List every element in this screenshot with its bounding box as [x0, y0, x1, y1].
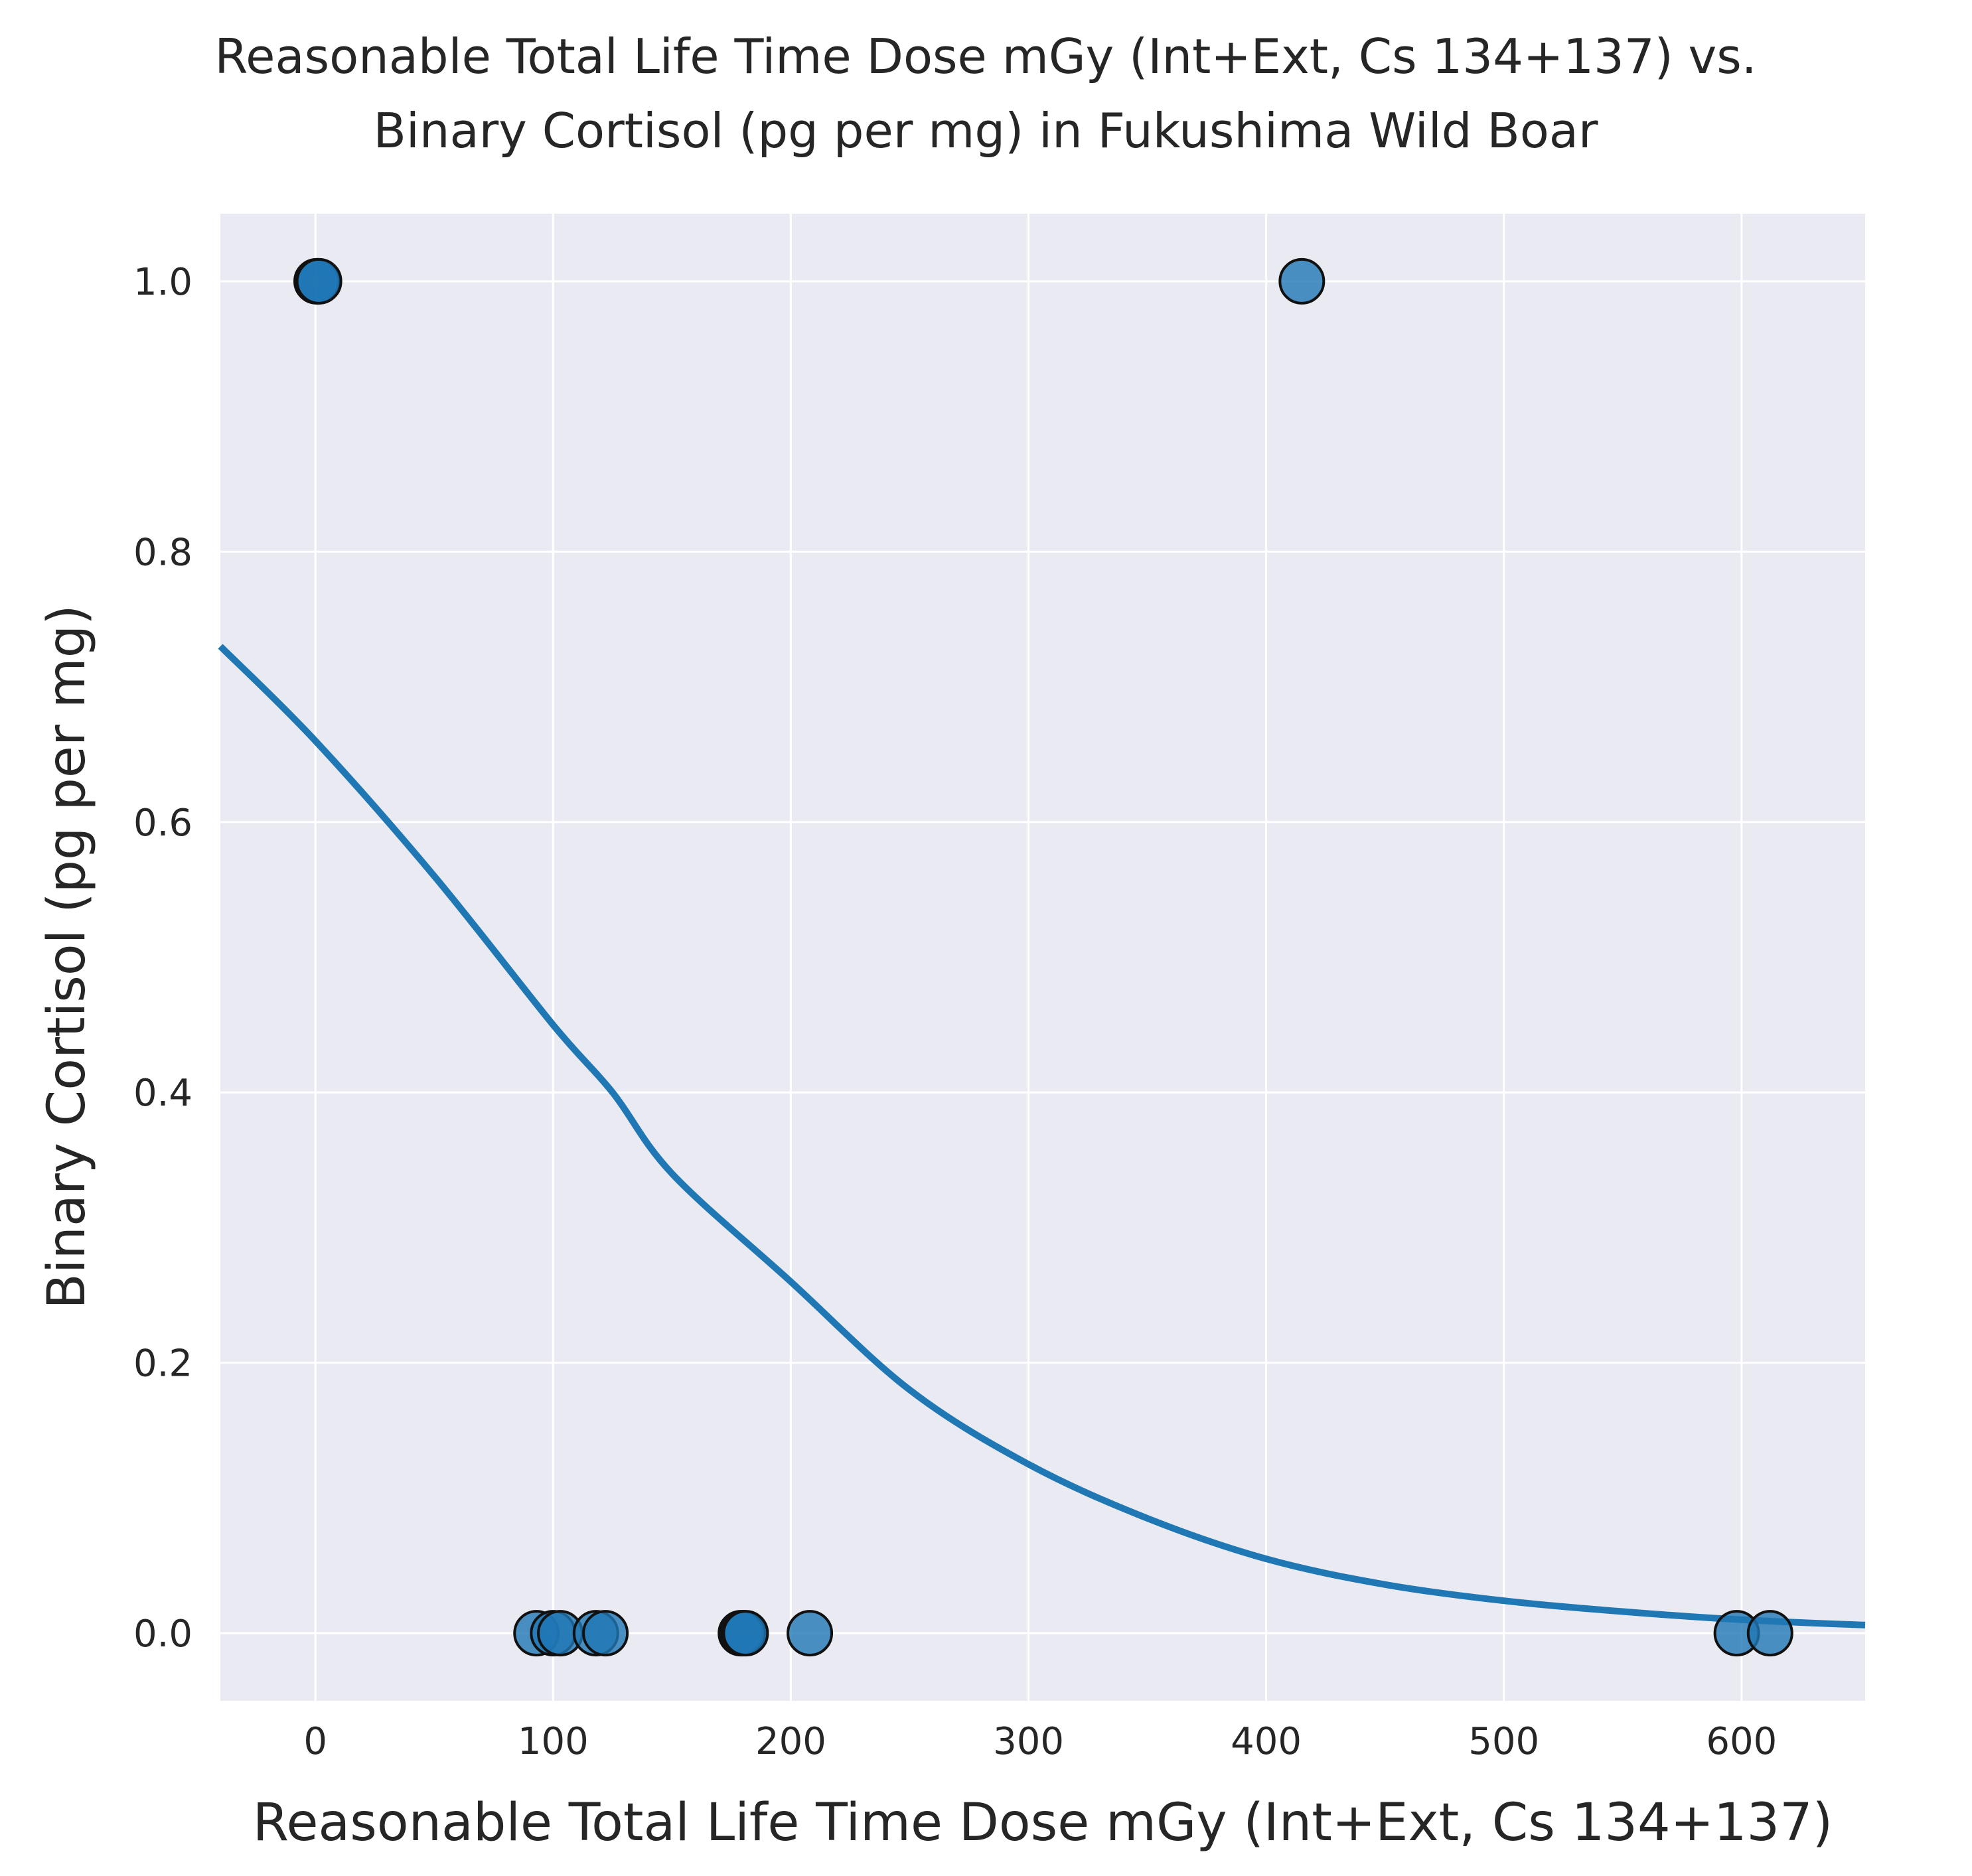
y-tick-label: 0.6 [133, 802, 192, 845]
plot-area [220, 214, 1865, 1701]
y-tick-label: 0.8 [133, 531, 192, 574]
data-point [722, 1610, 769, 1657]
x-axis-label: Reasonable Total Life Time Dose mGy (Int… [253, 1793, 1833, 1853]
data-point [295, 257, 342, 305]
y-tick-label: 1.0 [133, 261, 192, 304]
y-tick-label: 0.4 [133, 1072, 192, 1115]
data-point [582, 1610, 629, 1657]
x-tick-label: 200 [755, 1720, 826, 1763]
chart-title-line-1: Reasonable Total Life Time Dose mGy (Int… [214, 29, 1756, 84]
x-tick-label: 0 [303, 1720, 327, 1763]
y-tick-labels: 0.0 0.2 0.4 0.6 0.8 1.0 [133, 261, 192, 1656]
x-tick-label: 100 [518, 1720, 589, 1763]
data-point [1746, 1610, 1793, 1657]
y-axis-label: Binary Cortisol (pg per mg) [37, 605, 97, 1309]
x-tick-label: 300 [993, 1720, 1064, 1763]
y-tick-label: 0.2 [133, 1342, 192, 1386]
data-point [1278, 257, 1326, 305]
logistic-fit-curve [218, 644, 1866, 1628]
y-tick-label: 0.0 [133, 1613, 192, 1656]
x-tick-label: 500 [1468, 1720, 1539, 1763]
chart-title-line-2: Binary Cortisol (pg per mg) in Fukushima… [374, 103, 1598, 159]
x-tick-label: 600 [1706, 1720, 1777, 1763]
x-tick-labels: 0 100 200 300 400 500 600 [303, 1720, 1777, 1763]
grid-lines [220, 214, 1865, 1701]
x-tick-label: 400 [1231, 1720, 1302, 1763]
data-points [293, 257, 1793, 1657]
data-point [787, 1610, 834, 1657]
